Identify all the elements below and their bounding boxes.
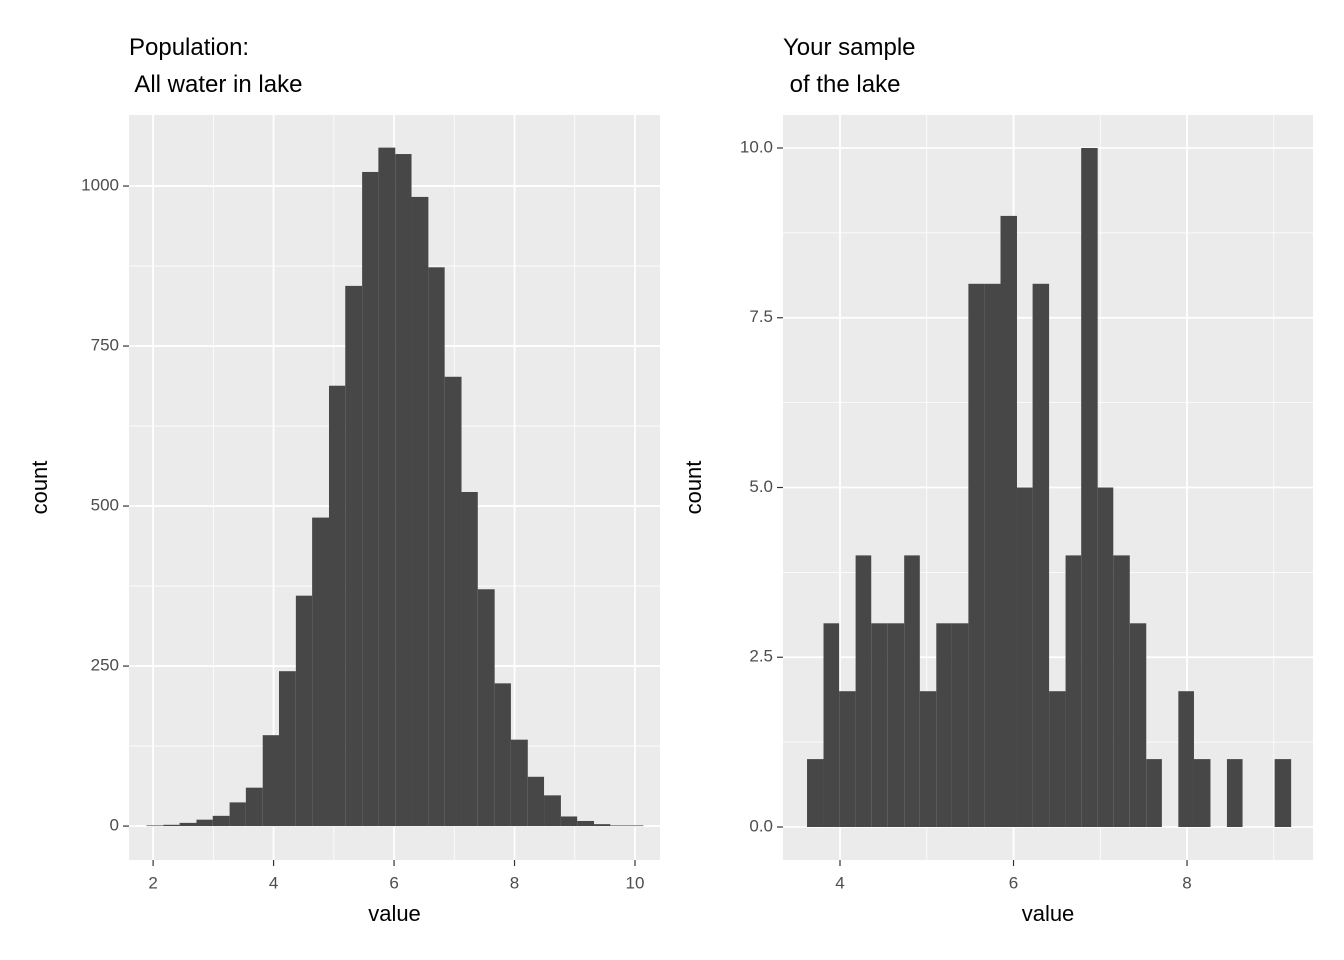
x-axis-title: value <box>1022 901 1075 926</box>
bar <box>411 196 429 827</box>
bar <box>1178 691 1194 828</box>
bar <box>1193 759 1211 828</box>
bar <box>1049 691 1066 828</box>
bar <box>378 147 396 827</box>
bar <box>1065 555 1082 828</box>
x-tick-label: 8 <box>1182 873 1191 892</box>
x-tick-label: 4 <box>269 873 278 892</box>
bar <box>919 691 937 828</box>
bar <box>1129 623 1147 828</box>
bar <box>839 691 856 828</box>
bar <box>1032 283 1050 828</box>
y-tick-label: 10.0 <box>740 137 773 156</box>
bar <box>1081 147 1098 828</box>
bar <box>1097 487 1114 828</box>
bar <box>510 739 528 827</box>
x-tick-label: 6 <box>1009 873 1018 892</box>
y-tick-label: 2.5 <box>749 647 773 666</box>
bar <box>984 283 1001 828</box>
bar <box>594 824 611 827</box>
bar <box>328 385 346 827</box>
bar <box>312 517 329 827</box>
y-tick-label: 0 <box>110 816 119 835</box>
bar <box>527 776 545 827</box>
bar <box>444 376 462 827</box>
y-axis-title: count <box>27 461 52 515</box>
y-tick-label: 500 <box>91 496 119 515</box>
y-tick-label: 750 <box>91 336 119 355</box>
bar <box>196 819 213 827</box>
bar <box>823 623 840 828</box>
bar <box>1226 759 1243 828</box>
x-tick-label: 8 <box>510 873 519 892</box>
bar <box>163 824 180 827</box>
bar <box>295 595 313 827</box>
x-tick-label: 10 <box>626 873 645 892</box>
bar <box>577 820 595 827</box>
bar <box>1113 555 1130 828</box>
x-tick-label: 2 <box>148 873 157 892</box>
bar <box>951 623 969 828</box>
bar <box>887 623 905 828</box>
bar <box>179 822 197 827</box>
bar <box>395 154 412 827</box>
bar <box>904 555 920 828</box>
y-axis-title: count <box>681 461 706 515</box>
bar <box>494 683 511 827</box>
bar <box>871 623 888 828</box>
x-tick-label: 6 <box>389 873 398 892</box>
bar <box>1146 759 1162 828</box>
chart-title: Population: All water in lake <box>129 34 302 98</box>
bar <box>229 802 246 827</box>
y-tick-label: 1000 <box>81 176 119 195</box>
bar <box>477 589 495 827</box>
x-axis-title: value <box>368 901 421 926</box>
bar <box>807 759 824 828</box>
bar <box>560 816 578 827</box>
bar <box>245 787 263 827</box>
bar <box>362 171 379 827</box>
y-tick-label: 250 <box>91 656 119 675</box>
bar <box>1016 487 1033 828</box>
bar <box>278 671 296 827</box>
bar <box>428 267 445 827</box>
bar <box>1274 759 1292 828</box>
bar <box>968 283 985 828</box>
bar <box>610 825 628 827</box>
y-tick-label: 0.0 <box>749 816 773 835</box>
chart-title: Your sample of the lake <box>783 34 916 98</box>
bar <box>544 795 561 827</box>
bar <box>461 491 478 827</box>
bar <box>936 623 952 828</box>
bar <box>146 825 164 827</box>
bar <box>345 285 363 827</box>
bar <box>1000 215 1017 828</box>
bar <box>212 815 230 827</box>
y-tick-label: 7.5 <box>749 307 773 326</box>
bar <box>627 825 644 827</box>
bar <box>262 735 279 827</box>
x-tick-label: 4 <box>835 873 844 892</box>
y-tick-label: 5.0 <box>749 477 773 496</box>
bar <box>855 555 872 828</box>
